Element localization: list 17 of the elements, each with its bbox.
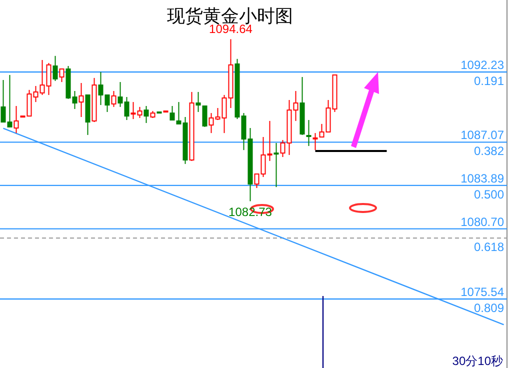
ref-line-label: 1087.07	[460, 128, 504, 142]
ref-line-label: 1092.23	[460, 58, 504, 72]
ref-line: 1087.07	[0, 128, 507, 143]
annotation: 0.382	[474, 144, 504, 158]
ref-line-label: 1083.89	[460, 171, 504, 186]
annotation: 30分10秒	[452, 354, 503, 368]
annotation: 0.500	[474, 187, 504, 202]
annotation: 0.809	[474, 301, 504, 316]
ref-line: 1083.89	[0, 171, 507, 186]
ref-line-label: 1080.70	[460, 214, 504, 229]
chart-title: 现货黄金小时图	[167, 6, 293, 26]
annotation: 0.191	[474, 74, 504, 88]
annotation: 0.618	[474, 240, 504, 254]
ref-line-label: 1075.54	[460, 285, 504, 300]
ref-line: 1075.54	[0, 285, 507, 300]
ref-line: 1092.23	[0, 58, 507, 73]
annotation: 1082.73	[228, 205, 272, 220]
